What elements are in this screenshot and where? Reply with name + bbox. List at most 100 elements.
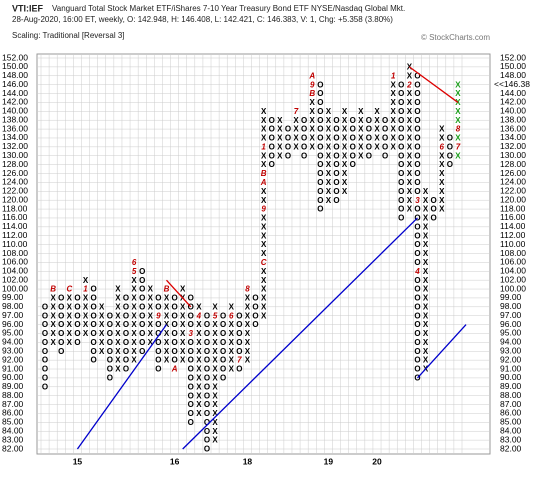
y-tick-label: 84.00 [500,425,522,435]
box: X [115,329,121,338]
box: X [261,107,267,116]
box: X [261,187,267,196]
box: X [342,187,348,196]
month-marker: 8 [456,125,461,134]
box: X [180,338,186,347]
box: O [414,169,420,178]
box: O [123,311,129,320]
box: O [414,240,420,249]
box: X [391,98,397,107]
box: X [342,125,348,134]
y-tick-label: 108.00 [500,248,526,258]
month-marker: B [261,169,267,178]
box: O [414,89,420,98]
y-tick-label: 98.00 [2,301,24,311]
month-marker: 4 [414,267,420,276]
y-tick-label: 122.00 [500,186,526,196]
y-tick-label: 128.00 [500,159,526,169]
y-tick-label: 106.00 [2,257,28,267]
box: X [148,320,154,329]
y-tick-label: 150.00 [500,61,526,71]
box: O [447,134,453,143]
box: O [139,294,145,303]
x-tick-label: 18 [243,456,253,466]
box: O [42,302,48,311]
y-tick-label: 142.00 [500,97,526,107]
box: O [220,374,226,383]
x-tick-label: 20 [372,456,382,466]
y-tick-label: 106.00 [500,257,526,267]
box: O [333,169,339,178]
box: O [91,311,97,320]
y-tick-label: 104.00 [2,266,28,276]
box: O [447,151,453,160]
box: X [115,285,121,294]
y-tick-label: 98.00 [500,301,522,311]
box: X [439,160,445,169]
month-marker: 3 [415,196,420,205]
box: X [83,329,89,338]
y-tick-label: 142.00 [2,97,28,107]
box: O [366,134,372,143]
box: O [236,311,242,320]
trend-line [182,217,418,450]
box: O [398,107,404,116]
chart-title: VTI:IEF [12,3,44,13]
box: O [123,302,129,311]
y-tick-label: 138.00 [500,114,526,124]
box: O [188,409,194,418]
box: O [414,258,420,267]
y-tick-label: 136.00 [2,123,28,133]
box: O [285,134,291,143]
month-marker: 1 [391,71,396,80]
month-marker: A [308,71,315,80]
box: O [414,356,420,365]
box: O [188,311,194,320]
box: X [196,320,202,329]
box: O [414,231,420,240]
month-marker: 7 [237,356,242,365]
y-tick-label: 150.00 [2,61,28,71]
box: X [423,311,429,320]
box: X [310,142,316,151]
pf-column: OOOOOOOOOOOO4OOOOOOO3OOOOOOOOOOOOOO [414,71,420,382]
box: X [310,107,316,116]
box: O [366,125,372,134]
box: O [171,311,177,320]
y-tick-label: 118.00 [500,203,526,213]
box: O [350,134,356,143]
box: O [414,151,420,160]
box: X [212,320,218,329]
box: X [374,116,380,125]
box: O [58,294,64,303]
box: O [398,142,404,151]
box: X [99,311,105,320]
box: X [423,320,429,329]
box: X [439,125,445,134]
box: X [229,365,235,374]
y-tick-label: 99.00 [2,292,24,302]
box: O [91,285,97,294]
box: O [414,80,420,89]
box: O [317,125,323,134]
box: X [310,134,316,143]
box: O [366,151,372,160]
box: X [115,365,121,374]
box: X [131,338,137,347]
box: O [204,311,210,320]
box: O [171,356,177,365]
box: X [196,391,202,400]
box: X [115,320,121,329]
box: O [414,320,420,329]
